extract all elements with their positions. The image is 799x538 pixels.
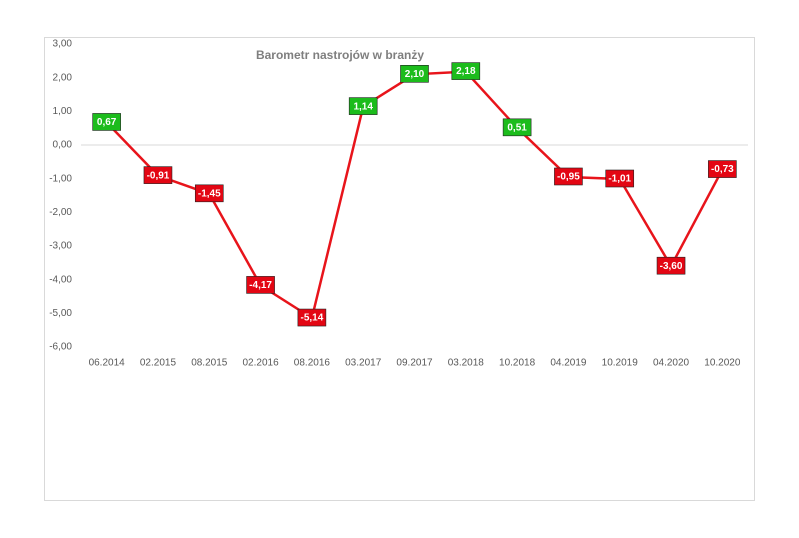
- x-tick-label: 06.2014: [89, 358, 126, 369]
- data-label: -1,45: [198, 188, 221, 199]
- label-box: [194, 184, 224, 203]
- x-tick-label: 03.2018: [448, 358, 485, 369]
- label-box: [400, 65, 429, 83]
- label-box: [502, 118, 532, 137]
- x-tick-label: 08.2016: [294, 358, 331, 369]
- data-label: -0,95: [557, 172, 580, 183]
- x-tick-label: 04.2020: [653, 358, 690, 369]
- data-label: 2,18: [456, 66, 476, 77]
- x-tick-label: 10.2020: [704, 358, 741, 369]
- data-label: -3,60: [660, 261, 683, 272]
- x-tick-label: 09.2017: [396, 358, 433, 369]
- x-tick-label: 08.2015: [191, 358, 228, 369]
- y-tick-label: 3,00: [53, 39, 73, 50]
- label-box: [605, 169, 635, 188]
- x-tick-label: 10.2019: [602, 358, 639, 369]
- chart-frame: [44, 37, 755, 501]
- x-tick-label: 10.2018: [499, 358, 536, 369]
- data-label: -0,91: [147, 170, 170, 181]
- y-tick-label: 1,00: [53, 106, 73, 117]
- data-label: 1,14: [353, 101, 373, 112]
- label-box: [297, 308, 327, 327]
- y-tick-label: -6,00: [49, 342, 72, 353]
- y-tick-label: -4,00: [49, 274, 72, 285]
- x-tick-label: 02.2016: [242, 358, 279, 369]
- label-box: [451, 62, 481, 80]
- data-label: -5,14: [300, 313, 323, 324]
- data-label: 0,51: [507, 122, 527, 133]
- data-label: 0,67: [97, 117, 117, 128]
- label-box: [708, 160, 737, 178]
- y-tick-label: -5,00: [49, 308, 72, 319]
- chart-title: Barometr nastrojów w branży: [256, 48, 424, 62]
- y-tick-label: 0,00: [53, 140, 73, 151]
- data-label: -1,01: [608, 174, 631, 185]
- data-label: -4,17: [249, 280, 272, 291]
- x-tick-label: 02.2015: [140, 358, 177, 369]
- data-label: 2,10: [405, 69, 425, 80]
- label-box: [246, 276, 275, 294]
- label-box: [348, 97, 378, 115]
- y-tick-label: -1,00: [49, 173, 72, 184]
- y-tick-label: -3,00: [49, 241, 72, 252]
- label-box: [92, 113, 121, 131]
- y-tick-label: -2,00: [49, 207, 72, 218]
- x-tick-label: 04.2019: [550, 358, 587, 369]
- data-label: -0,73: [711, 164, 734, 175]
- label-box: [656, 256, 686, 275]
- label-box: [554, 167, 583, 186]
- label-box: [143, 166, 173, 184]
- y-tick-label: 2,00: [53, 72, 73, 83]
- x-tick-label: 03.2017: [345, 358, 382, 369]
